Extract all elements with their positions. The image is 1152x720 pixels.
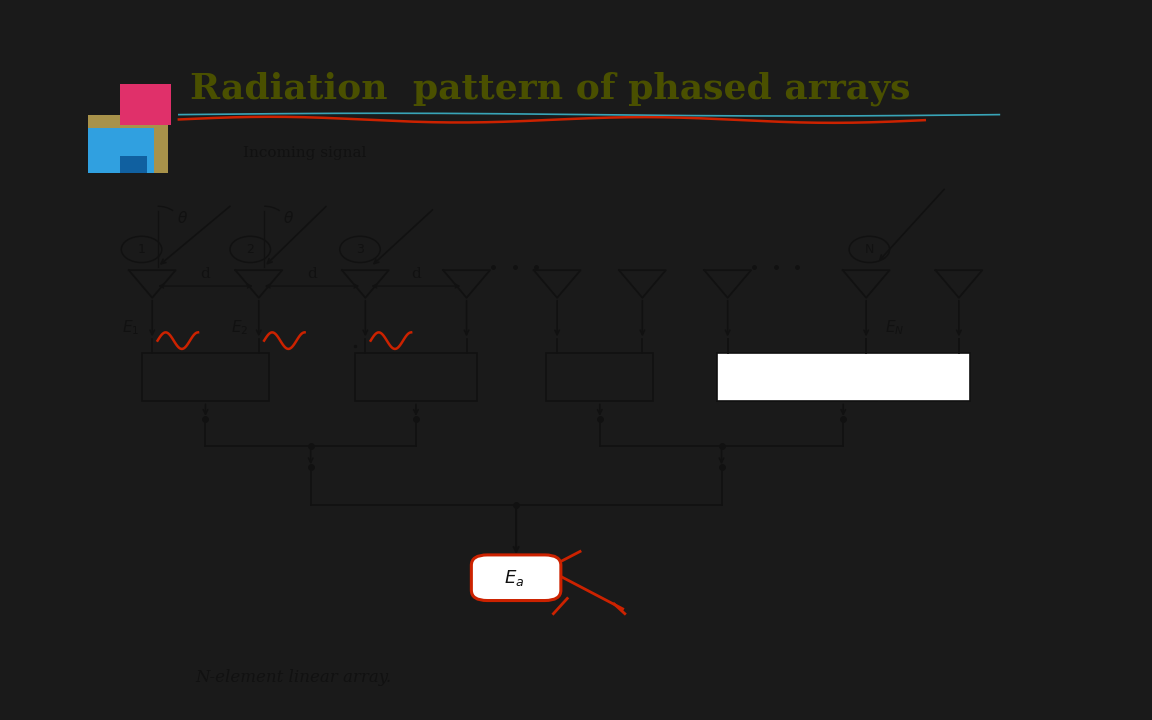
Bar xyxy=(120,84,172,125)
FancyBboxPatch shape xyxy=(471,555,561,600)
Bar xyxy=(120,156,147,174)
Text: $E_1$: $E_1$ xyxy=(122,318,139,337)
Text: $E_2$: $E_2$ xyxy=(230,318,248,337)
Text: $E_N$: $E_N$ xyxy=(886,318,904,337)
Text: Radiation  pattern of phased arrays: Radiation pattern of phased arrays xyxy=(189,71,910,106)
Text: 1: 1 xyxy=(137,243,145,256)
Bar xyxy=(717,353,970,402)
Bar xyxy=(89,114,168,174)
Bar xyxy=(717,353,877,402)
Bar xyxy=(546,353,653,402)
Text: $\theta$: $\theta$ xyxy=(283,210,294,226)
Text: N-element linear array.: N-element linear array. xyxy=(195,670,391,686)
Text: $E_a$: $E_a$ xyxy=(503,568,524,588)
Text: 2: 2 xyxy=(247,243,255,256)
Text: d: d xyxy=(200,266,211,281)
Bar xyxy=(89,128,154,174)
Text: $\theta$: $\theta$ xyxy=(176,210,188,226)
Text: d: d xyxy=(411,266,420,281)
Text: N: N xyxy=(865,243,874,256)
Bar xyxy=(142,353,270,402)
Text: d: d xyxy=(308,266,317,281)
Text: 3: 3 xyxy=(356,243,364,256)
Bar xyxy=(355,353,477,402)
Text: Incoming signal: Incoming signal xyxy=(243,145,366,160)
